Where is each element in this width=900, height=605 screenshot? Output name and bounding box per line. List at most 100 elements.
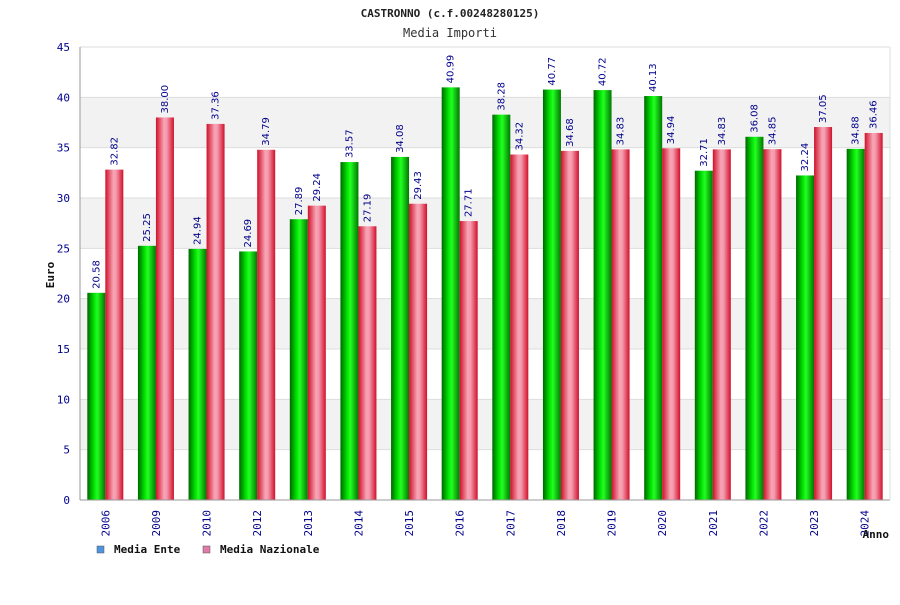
value-label-media-nazionale-2023: 37.05	[818, 94, 829, 123]
bar-media-ente-2020	[644, 96, 663, 501]
bar-media-nazionale-2023	[814, 127, 833, 500]
y-tick-label: 0	[63, 494, 70, 507]
bar-media-nazionale-2009	[155, 117, 174, 500]
value-label-media-ente-2019: 40.72	[598, 57, 609, 86]
bar-media-ente-2013	[289, 219, 308, 500]
value-label-media-nazionale-2017: 34.32	[514, 122, 525, 151]
value-label-media-ente-2017: 38.28	[496, 82, 507, 111]
bar-media-ente-2017	[492, 114, 511, 500]
y-tick-label: 5	[63, 444, 70, 457]
chart-title: CASTRONNO (c.f.00248280125)	[361, 7, 540, 20]
bar-media-nazionale-2015	[409, 203, 428, 500]
x-tick-label-2013: 2013	[302, 510, 315, 537]
value-label-media-ente-2010: 24.94	[193, 216, 204, 245]
bar-media-nazionale-2024	[864, 132, 883, 500]
bar-media-ente-2012	[239, 251, 258, 500]
y-tick-label: 10	[57, 393, 70, 406]
y-tick-label: 20	[57, 293, 70, 306]
bar-media-ente-2009	[137, 245, 156, 500]
value-label-media-ente-2023: 32.24	[800, 143, 811, 172]
bar-media-nazionale-2019	[611, 149, 630, 501]
value-label-media-nazionale-2010: 37.36	[211, 91, 222, 120]
bar-media-nazionale-2020	[662, 148, 681, 500]
x-tick-label-2021: 2021	[707, 510, 720, 537]
value-label-media-ente-2009: 25.25	[142, 213, 153, 242]
value-label-media-nazionale-2018: 34.68	[565, 118, 576, 147]
x-tick-label-2020: 2020	[656, 510, 669, 537]
legend-label-media-ente: Media Ente	[114, 543, 181, 556]
x-tick-label-2018: 2018	[555, 510, 568, 537]
bar-media-ente-2014	[340, 162, 359, 500]
x-tick-label-2015: 2015	[403, 510, 416, 537]
bar-media-ente-2006	[87, 292, 106, 500]
x-axis-label: Anno	[863, 528, 890, 541]
legend: Media Ente Media Nazionale	[96, 543, 320, 556]
bars	[87, 87, 883, 501]
legend-label-media-nazionale: Media Nazionale	[220, 543, 320, 556]
y-tick-labels: 0 5 10 15 20 25 30 35 40 45	[57, 41, 70, 507]
y-tick-label: 30	[57, 192, 70, 205]
x-tick-label-2024: 2024	[859, 510, 872, 537]
bar-media-ente-2015	[391, 156, 410, 501]
bar-media-ente-2024	[846, 148, 865, 500]
plot-band	[80, 47, 890, 98]
value-label-media-ente-2020: 40.13	[648, 63, 659, 92]
x-tick-label-2019: 2019	[606, 510, 619, 537]
bar-media-nazionale-2018	[560, 150, 579, 500]
value-label-media-ente-2006: 20.58	[91, 260, 102, 289]
legend-swatch-media-ente	[96, 545, 105, 554]
bar-media-ente-2018	[542, 89, 561, 500]
bar-media-nazionale-2017	[510, 154, 529, 500]
value-label-media-ente-2012: 24.69	[243, 219, 254, 248]
bar-media-ente-2022	[745, 136, 764, 500]
y-tick-label: 25	[57, 242, 70, 255]
value-labels: 20.58 32.82 25.25 38.00 24.94 37.36 24.69 34.79…	[91, 55, 879, 289]
x-tick-label-2022: 2022	[757, 510, 770, 537]
axes	[79, 47, 891, 501]
value-label-media-nazionale-2014: 27.19	[362, 194, 373, 223]
y-tick-label: 15	[57, 343, 70, 356]
bar-media-ente-2019	[593, 90, 612, 501]
x-tick-label-2017: 2017	[504, 510, 517, 537]
value-label-media-nazionale-2016: 27.71	[464, 188, 475, 217]
y-tick-label: 40	[57, 91, 70, 104]
value-label-media-nazionale-2024: 36.46	[869, 100, 880, 129]
value-label-media-ente-2021: 32.71	[699, 138, 710, 167]
value-label-media-nazionale-2013: 29.24	[312, 173, 323, 202]
y-tick-label: 35	[57, 142, 70, 155]
bar-media-nazionale-2021	[712, 149, 731, 501]
bar-media-nazionale-2022	[763, 149, 782, 500]
value-label-media-nazionale-2006: 32.82	[109, 137, 120, 166]
bar-media-ente-2023	[796, 175, 815, 500]
value-label-media-nazionale-2015: 29.43	[413, 171, 424, 200]
bar-media-ente-2021	[694, 170, 713, 500]
value-label-media-nazionale-2022: 34.85	[767, 117, 778, 146]
x-tick-labels: 2006 2009 2010 2012 2013 2014 2015 2016 2017 2018…	[99, 510, 871, 537]
value-label-media-ente-2014: 33.57	[344, 129, 355, 158]
chart-subtitle: Media Importi	[403, 26, 497, 40]
value-label-media-nazionale-2020: 34.94	[666, 116, 677, 145]
x-tick-label-2012: 2012	[251, 510, 264, 537]
value-label-media-nazionale-2019: 34.83	[616, 117, 627, 146]
value-label-media-ente-2018: 40.77	[547, 57, 558, 86]
bar-media-nazionale-2016	[459, 221, 478, 500]
value-label-media-ente-2013: 27.89	[294, 187, 305, 216]
value-label-media-nazionale-2012: 34.79	[261, 117, 272, 146]
x-tick-label-2016: 2016	[454, 510, 467, 537]
value-label-media-ente-2022: 36.08	[749, 104, 760, 133]
value-label-media-ente-2024: 34.88	[851, 116, 862, 145]
x-tick-label-2009: 2009	[150, 510, 163, 537]
bar-media-ente-2010	[188, 248, 207, 500]
bar-media-ente-2016	[441, 87, 460, 500]
x-tick-label-2014: 2014	[352, 510, 365, 537]
value-label-media-ente-2015: 34.08	[395, 124, 406, 153]
value-label-media-nazionale-2009: 38.00	[160, 85, 171, 114]
legend-swatch-media-nazionale	[202, 545, 211, 554]
bar-media-nazionale-2006	[105, 169, 124, 500]
bar-media-nazionale-2010	[206, 123, 225, 500]
y-tick-label: 45	[57, 41, 70, 54]
x-tick-label-2023: 2023	[808, 510, 821, 537]
y-axis-label: Euro	[44, 261, 57, 288]
